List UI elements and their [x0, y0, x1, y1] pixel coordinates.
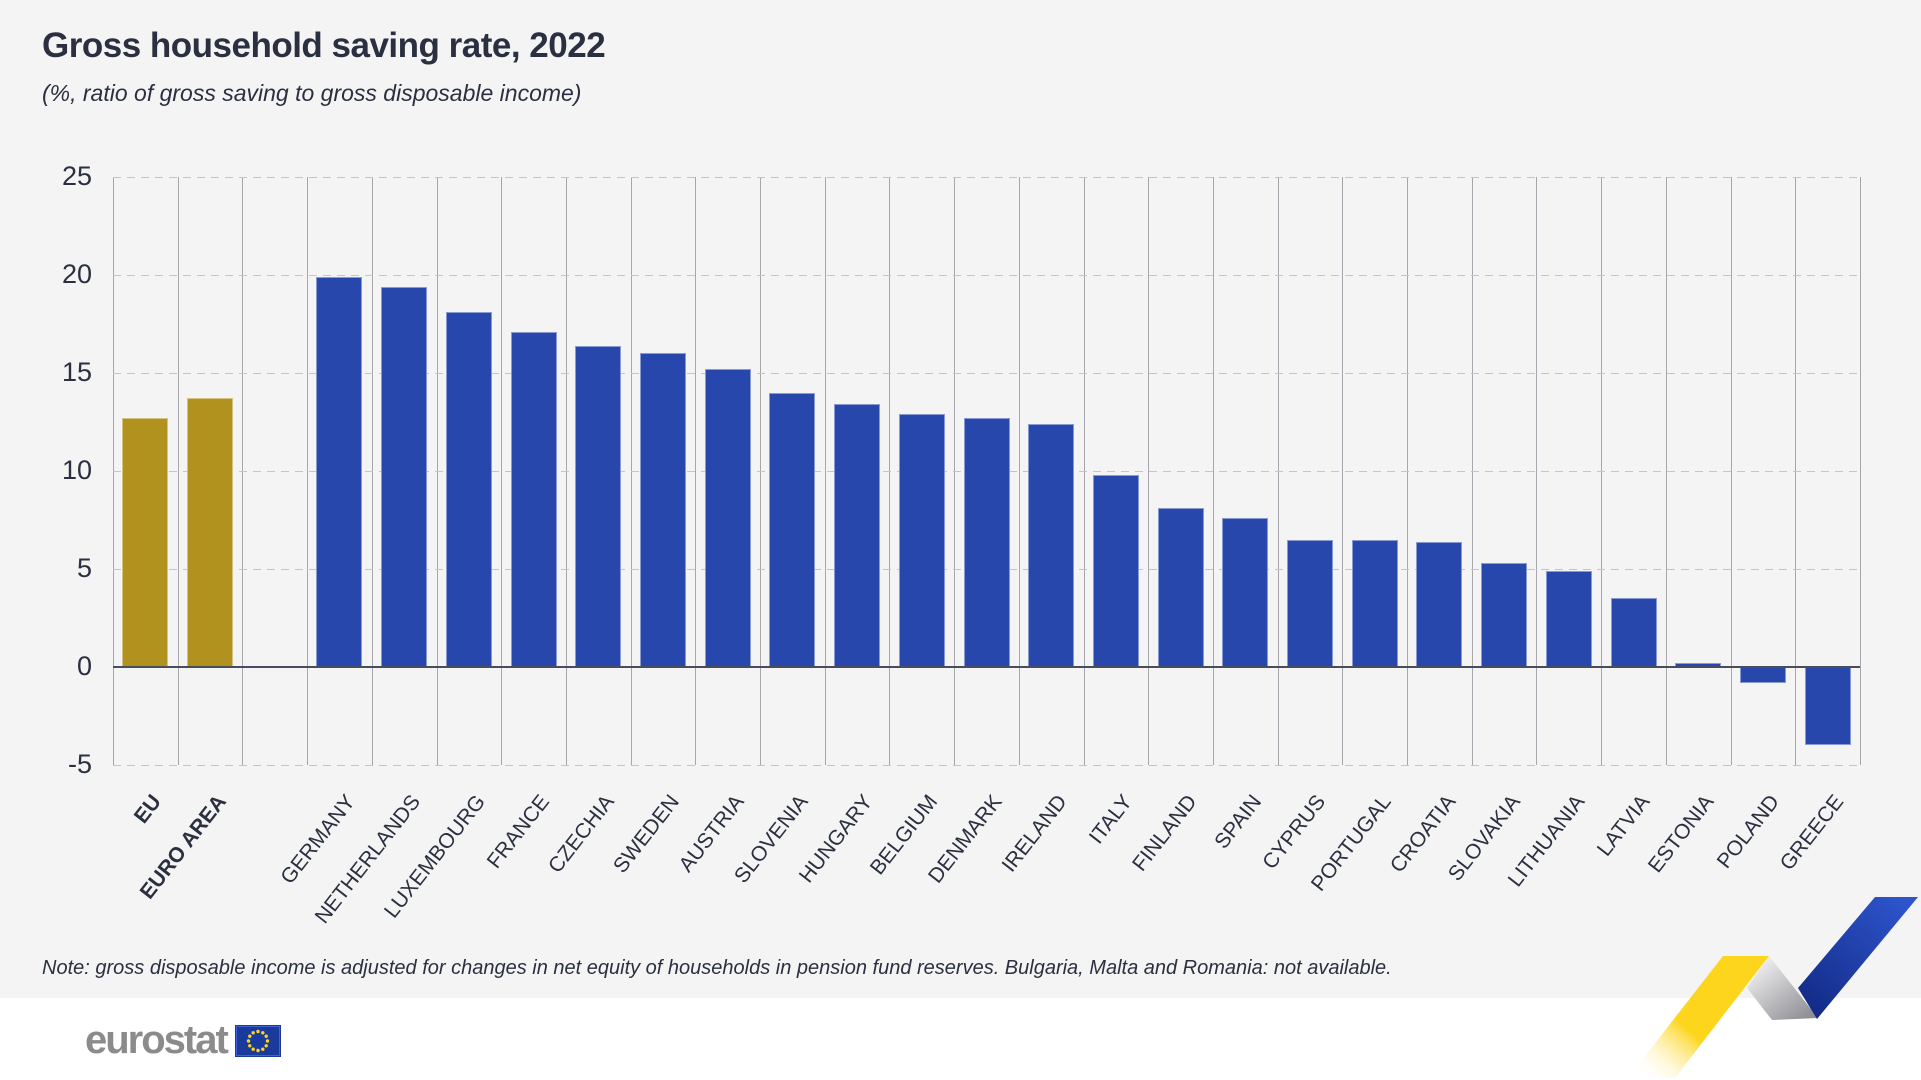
bar-euro-area [187, 398, 234, 667]
dashed-gridline [113, 177, 1860, 178]
eu-flag-icon [234, 1024, 281, 1057]
y-axis-tick-label: 15 [61, 357, 92, 387]
bar-chart-plot-area [113, 177, 1861, 766]
footnote: Note: gross disposable income is adjuste… [42, 957, 1392, 979]
footer-background [0, 998, 1921, 1080]
y-axis-tick-label: 10 [61, 455, 92, 485]
bar-czechia [575, 345, 622, 667]
bar-austria [704, 369, 751, 667]
y-axis-tick-label: 0 [76, 651, 92, 681]
dashed-gridline [113, 373, 1860, 374]
bar-denmark [963, 418, 1010, 667]
ribbon-yellow-band [1628, 956, 1769, 1078]
dashed-gridline [113, 275, 1860, 276]
dashed-gridline [113, 765, 1860, 766]
ribbon-blue-band [1798, 897, 1918, 1019]
page-title: Gross household saving rate, 2022 [42, 26, 606, 65]
bar-hungary [834, 404, 881, 667]
bar-eu [122, 418, 169, 667]
bar-cyprus [1287, 539, 1334, 667]
page-subtitle: (%, ratio of gross saving to gross dispo… [42, 80, 582, 106]
bar-latvia [1610, 598, 1657, 667]
bar-spain [1222, 518, 1269, 667]
y-axis-tick-label: 25 [61, 161, 92, 191]
bar-germany [316, 276, 363, 667]
bar-netherlands [381, 286, 428, 667]
y-axis-tick-label: 20 [61, 259, 92, 289]
bar-slovenia [769, 392, 816, 667]
bar-italy [1092, 474, 1139, 667]
zero-axis-line [113, 666, 1860, 668]
eurostat-logo: eurostat [85, 1018, 281, 1063]
eurostat-logo-text: eurostat [85, 1018, 229, 1062]
y-axis-tick-label: -5 [67, 749, 92, 779]
y-axis-tick-label: 5 [76, 553, 92, 583]
bar-sweden [639, 353, 686, 667]
bar-france [510, 331, 557, 667]
bar-portugal [1351, 539, 1398, 667]
bar-poland [1739, 667, 1786, 683]
bar-slovakia [1481, 563, 1528, 667]
bar-ireland [1028, 423, 1075, 667]
bar-croatia [1416, 541, 1463, 667]
bar-greece [1804, 667, 1851, 746]
ribbon-gray-fold [1747, 956, 1818, 1020]
bar-finland [1157, 508, 1204, 667]
bar-luxembourg [445, 312, 492, 667]
bar-lithuania [1545, 570, 1592, 667]
bar-belgium [898, 414, 945, 667]
column-separator-line [1860, 177, 1861, 765]
decorative-zigzag-ribbon [1628, 897, 1918, 1078]
